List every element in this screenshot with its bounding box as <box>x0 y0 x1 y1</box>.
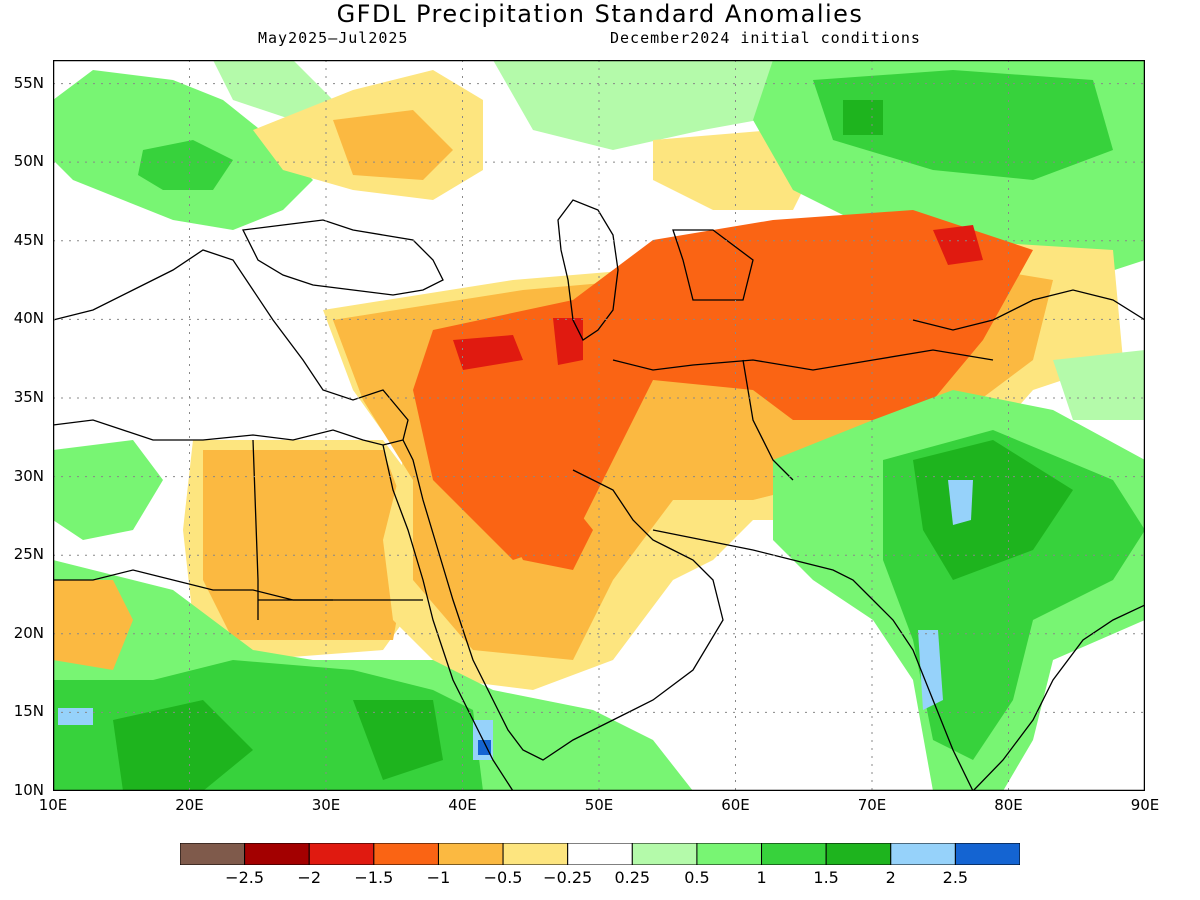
anomaly-patch <box>478 740 491 755</box>
anomaly-patch <box>58 708 93 725</box>
colorbar-label: −0.5 <box>483 868 523 887</box>
latitude-label: 30N <box>13 466 44 485</box>
longitude-label: 10E <box>38 796 68 814</box>
colorbar-swatch <box>180 843 246 865</box>
initial-conditions: December2024 initial conditions <box>610 29 921 47</box>
colorbar-label: 0.5 <box>684 868 710 887</box>
colorbar-swatch <box>502 843 569 865</box>
anomaly-patch <box>948 480 973 525</box>
colorbar-swatch <box>308 843 375 865</box>
anomaly-patch <box>918 630 943 710</box>
colorbar-label: −2.5 <box>225 868 265 887</box>
anomaly-patch <box>138 140 233 190</box>
map-frame <box>53 60 1145 791</box>
colorbar-swatch <box>631 843 698 865</box>
map-title: GFDL Precipitation Standard Anomalies <box>336 0 864 28</box>
colorbar-label: 0.25 <box>614 868 651 887</box>
anomaly-patch <box>553 318 583 365</box>
longitude-label: 80E <box>994 796 1023 814</box>
longitude-label: 40E <box>448 796 477 814</box>
latitude-label: 10N <box>13 781 44 799</box>
colorbar-label: −0.25 <box>543 868 593 887</box>
colorbar-label: −1.5 <box>354 868 394 887</box>
anomaly-patch <box>933 225 983 265</box>
colorbar-swatch <box>825 843 892 865</box>
anomaly-patch <box>453 335 523 370</box>
anomaly-patch <box>113 700 253 791</box>
forecast-period: May2025–Jul2025 <box>258 29 409 47</box>
longitude-label: 20E <box>175 796 204 814</box>
colorbar-label: 2 <box>885 868 896 887</box>
colorbar-swatch <box>437 843 504 865</box>
colorbar <box>180 843 1020 865</box>
latitude-label: 55N <box>13 73 44 92</box>
latitude-label: 35N <box>13 387 44 406</box>
colorbar-label: 1.5 <box>813 868 839 887</box>
anomaly-patch <box>203 450 413 640</box>
colorbar-swatch <box>696 843 763 865</box>
colorbar-label: 2.5 <box>942 868 969 887</box>
precipitation-anomaly-map <box>53 60 1145 791</box>
colorbar-swatch <box>761 843 827 865</box>
colorbar-label: −1 <box>426 868 451 887</box>
latitude-label: 20N <box>13 623 44 642</box>
anomaly-patch <box>53 440 163 540</box>
colorbar-swatch <box>954 843 1020 865</box>
colorbar-swatch <box>567 843 633 865</box>
latitude-label: 50N <box>13 152 44 171</box>
colorbar-swatch <box>373 843 439 865</box>
longitude-label: 90E <box>1130 796 1160 814</box>
longitude-label: 50E <box>584 796 614 814</box>
grid <box>53 60 1145 791</box>
colorbar-swatch <box>890 843 956 865</box>
colorbar-swatch <box>244 843 310 865</box>
longitude-label: 70E <box>857 796 887 814</box>
anomaly-patch <box>53 580 133 670</box>
anomaly-patch <box>493 480 593 570</box>
latitude-label: 40N <box>13 309 44 328</box>
colorbar-label: −2 <box>297 868 322 887</box>
latitude-label: 15N <box>13 702 44 721</box>
anomaly-patch <box>353 700 443 780</box>
anomaly-patch <box>413 210 1033 560</box>
latitude-label: 45N <box>13 230 44 249</box>
longitude-label: 30E <box>311 796 341 814</box>
anomaly-patch <box>1053 350 1145 420</box>
colorbar-label: 1 <box>756 868 767 887</box>
anomaly-patch <box>813 70 1113 180</box>
longitude-label: 60E <box>721 796 750 814</box>
anomaly-patch <box>913 440 1073 580</box>
anomaly-patch <box>843 100 883 135</box>
anomaly-patch <box>493 60 813 150</box>
anomaly-patch <box>213 60 333 120</box>
coastlines <box>53 199 1145 791</box>
latitude-label: 25N <box>13 545 44 564</box>
